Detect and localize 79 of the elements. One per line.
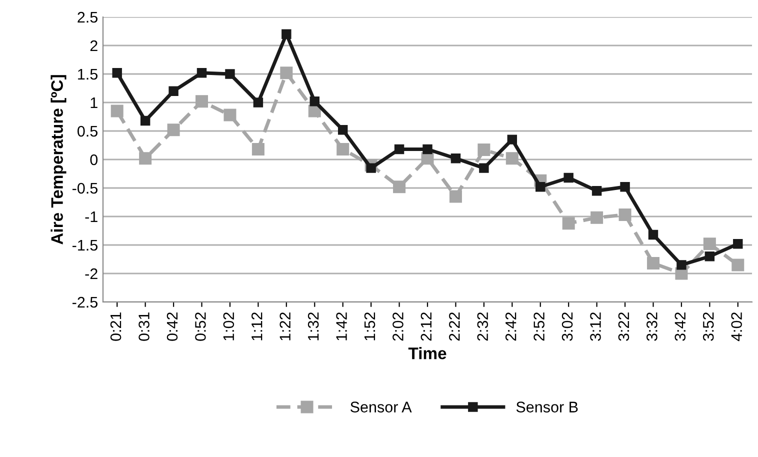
x-tick-label: 2:42 [505,312,516,341]
point [393,180,406,194]
point [648,230,658,240]
point [224,108,236,122]
point [253,98,264,108]
point [140,116,150,126]
y-tick-label: -1.5 [72,240,98,251]
point [450,154,461,164]
x-tick-label: 1:12 [251,312,262,340]
x-tick-label: 1:02 [223,312,234,340]
legend-label: Sensor B [516,402,578,412]
y-tick-label: 1.5 [78,69,98,80]
point [252,142,264,156]
point [110,104,124,118]
y-tick-label: 0.5 [78,126,98,137]
point [620,182,630,192]
x-tick-label: 1:22 [280,312,290,340]
point [618,208,632,222]
point [646,256,660,270]
x-tick-label: 1:32 [308,312,319,340]
point [676,260,686,270]
point [366,163,376,173]
point [422,144,432,154]
point [338,125,348,135]
point [394,144,404,154]
x-tick-label: 2:22 [449,312,460,341]
x-tick-label: 0:52 [195,312,206,341]
legend-label: Sensor A [350,402,412,412]
x-tick-label: 1:52 [364,312,376,340]
point [168,86,178,96]
point [336,142,350,156]
y-tick-label: -2 [85,268,98,280]
point [592,186,602,196]
x-tick-label: 3:22 [618,312,630,341]
y-axis-title: Aire Temperature [ºC] [50,75,66,244]
x-tick-label: 2:12 [420,312,432,341]
x-tick-label: 2:02 [392,312,404,341]
x-tick-label: 3:52 [702,312,714,341]
x-tick-label: 4:02 [731,312,742,342]
point [449,190,462,203]
point [590,211,604,224]
point [282,29,292,39]
x-tick-label: 3:12 [590,312,601,341]
x-tick-label: 3:42 [674,312,686,341]
y-tick-label: 1 [90,98,98,108]
point [562,217,575,230]
y-tick-label: -1 [85,212,98,222]
point [733,239,743,249]
point [506,152,518,165]
y-tick-label: -0.5 [72,182,98,194]
x-tick-label: 0:21 [110,312,122,341]
point [507,134,518,144]
point [280,66,293,80]
point [536,182,546,192]
y-tick-label: 2 [90,40,98,52]
point [196,95,208,108]
point [703,238,716,250]
point [167,124,180,136]
x-tick-label: 0:31 [138,312,150,341]
x-tick-label: 3:02 [562,312,573,341]
x-tick-label: 2:52 [534,312,544,341]
point [479,163,489,173]
x-tick-label: 1:42 [336,312,347,340]
x-tick-label: 2:32 [477,312,488,341]
x-axis-title: Time [408,347,446,360]
x-tick-label: 3:32 [646,312,658,341]
point [196,68,207,78]
point [564,172,574,183]
y-tick-label: 2.5 [78,12,98,23]
point [478,144,490,156]
y-tick-label: 0 [90,154,98,166]
y-tick-label: -2.5 [72,296,98,308]
point [139,152,152,165]
x-tick-label: 0:42 [166,312,178,341]
point [225,69,235,79]
point [732,258,744,272]
point [112,68,122,78]
point [704,252,715,262]
point [310,96,320,106]
